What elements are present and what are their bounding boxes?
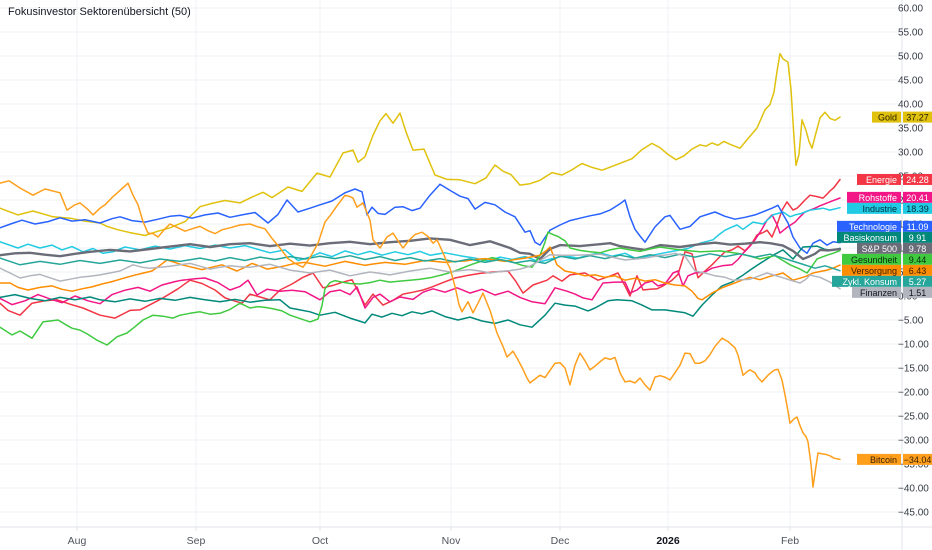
time-tick-label-feb: Feb: [781, 535, 799, 547]
price-tick-label: −45.00: [898, 508, 929, 519]
indicator-title[interactable]: Fokusinvestor Sektorenübersicht (50): [8, 6, 191, 18]
series-line-bitcoin[interactable]: [0, 180, 841, 488]
time-tick-label-sep: Sep: [187, 535, 206, 547]
svg-text:37.27: 37.27: [906, 113, 929, 123]
time-tick-label-aug: Aug: [68, 535, 87, 547]
svg-text:9.78: 9.78: [909, 244, 927, 254]
price-label-rohstoffe: Rohstoffe 20.41: [847, 191, 932, 203]
price-tick-label: −35.00: [898, 460, 929, 471]
svg-text:9.44: 9.44: [909, 255, 927, 265]
svg-text:Zykl. Konsum: Zykl. Konsum: [842, 277, 897, 287]
series-line-rohstoffe[interactable]: [0, 197, 841, 309]
time-scale[interactable]: Aug Sep Oct Nov Dec 2026 Feb: [0, 526, 932, 547]
price-tick-label: −5.00: [898, 316, 924, 327]
price-label-versorgung: Versorgung 6.43: [842, 264, 932, 276]
svg-text:1.51: 1.51: [909, 288, 927, 298]
series-line-energie[interactable]: [0, 178, 841, 319]
price-label-s-p-500: S&P 500 9.78: [857, 242, 932, 254]
price-tick-label: −40.00: [898, 484, 929, 495]
series-line-finanzen[interactable]: [0, 252, 841, 290]
price-label-finanzen: Finanzen 1.51: [852, 286, 932, 298]
series-line-industrie[interactable]: [0, 206, 841, 263]
svg-text:Gesundheit: Gesundheit: [851, 255, 898, 265]
price-tick-label: 30.00: [898, 148, 923, 159]
price-tick-label: −25.00: [898, 412, 929, 423]
svg-text:Versorgung: Versorgung: [851, 266, 897, 276]
price-label-zykl-konsum: Zykl. Konsum 5.27: [832, 275, 932, 287]
price-label-industrie: Industrie 18.39: [847, 202, 932, 214]
svg-text:S&P 500: S&P 500: [862, 244, 897, 254]
price-tick-label: 55.00: [898, 28, 923, 39]
svg-text:−34.04: −34.04: [904, 455, 932, 465]
time-tick-label-2026: 2026: [656, 535, 680, 547]
series-line-technologie[interactable]: [0, 183, 841, 255]
svg-text:24.28: 24.28: [906, 175, 929, 185]
svg-text:9.91: 9.91: [909, 233, 927, 243]
svg-text:Technologie: Technologie: [849, 222, 897, 232]
grid-lines: [0, 0, 902, 527]
price-tick-label: 60.00: [898, 4, 923, 15]
svg-text:Gold: Gold: [878, 113, 897, 123]
svg-text:5.27: 5.27: [909, 277, 927, 287]
svg-text:18.39: 18.39: [906, 204, 929, 214]
price-tick-label: 40.00: [898, 100, 923, 111]
price-label-basiskonsum: Basiskonsum 9.91: [837, 231, 932, 243]
price-label-bitcoin: Bitcoin −34.04: [857, 453, 932, 465]
price-tick-label: −30.00: [898, 436, 929, 447]
svg-text:Finanzen: Finanzen: [860, 288, 897, 298]
svg-text:11.09: 11.09: [907, 222, 929, 232]
series-line-gold[interactable]: [0, 52, 841, 237]
time-tick-label-oct: Oct: [312, 535, 328, 547]
svg-text:Basiskonsum: Basiskonsum: [843, 233, 897, 243]
price-tick-label: −10.00: [898, 340, 929, 351]
time-tick-label-dec: Dec: [551, 535, 570, 547]
series-line-gesundheit[interactable]: [0, 231, 841, 346]
price-tick-label: −20.00: [898, 388, 929, 399]
price-tick-label: 45.00: [898, 76, 923, 87]
price-label-gesundheit: Gesundheit 9.44: [842, 253, 932, 265]
price-tick-label: −15.00: [898, 364, 929, 375]
series-line-basiskonsum[interactable]: [0, 245, 841, 328]
svg-text:6.43: 6.43: [909, 266, 927, 276]
series-lines: [0, 52, 842, 488]
svg-text:Industrie: Industrie: [862, 204, 897, 214]
svg-text:Energie: Energie: [866, 175, 897, 185]
price-tick-label: 50.00: [898, 52, 923, 63]
price-label-gold: Gold 37.27: [872, 111, 932, 123]
price-label-technologie: Technologie 11.09: [837, 220, 932, 232]
time-tick-label-nov: Nov: [442, 535, 461, 547]
series-line-zykl-konsum[interactable]: [0, 253, 841, 272]
price-label-energie: Energie 24.28: [857, 173, 932, 185]
svg-text:20.41: 20.41: [906, 193, 929, 203]
svg-text:Rohstoffe: Rohstoffe: [859, 193, 897, 203]
svg-text:Bitcoin: Bitcoin: [870, 455, 897, 465]
price-tick-label: 35.00: [898, 124, 923, 135]
series-line-s-p-500[interactable]: [0, 237, 842, 261]
